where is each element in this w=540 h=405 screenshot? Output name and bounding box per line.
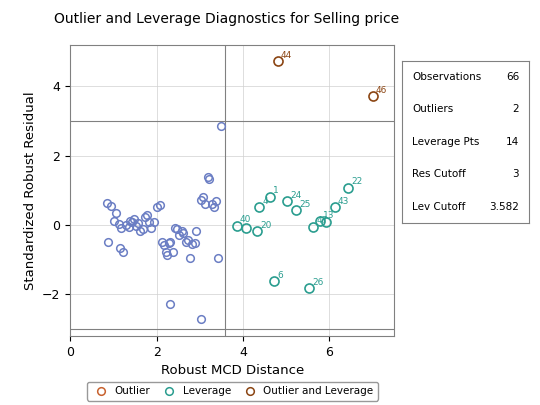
Text: 47: 47 bbox=[316, 216, 328, 226]
Text: 66: 66 bbox=[506, 72, 519, 82]
Text: Lev Cutoff: Lev Cutoff bbox=[413, 202, 466, 211]
Text: Leverage Pts: Leverage Pts bbox=[413, 137, 480, 147]
Legend: Outlier, Leverage, Outlier and Leverage: Outlier, Leverage, Outlier and Leverage bbox=[87, 382, 377, 401]
Text: 43: 43 bbox=[338, 196, 349, 206]
Text: 24: 24 bbox=[291, 191, 302, 200]
Text: 4: 4 bbox=[263, 196, 268, 206]
Text: 20: 20 bbox=[260, 221, 272, 230]
Text: 2: 2 bbox=[512, 104, 519, 114]
Text: 14: 14 bbox=[506, 137, 519, 147]
Y-axis label: Standardized Robust Residual: Standardized Robust Residual bbox=[24, 91, 37, 290]
Text: 13: 13 bbox=[323, 211, 335, 220]
Text: 6: 6 bbox=[278, 271, 284, 280]
Text: Observations: Observations bbox=[413, 72, 482, 82]
Text: Res Cutoff: Res Cutoff bbox=[413, 169, 466, 179]
Text: 22: 22 bbox=[351, 177, 362, 186]
Text: Outlier and Leverage Diagnostics for Selling price: Outlier and Leverage Diagnostics for Sel… bbox=[54, 12, 400, 26]
Text: 25: 25 bbox=[299, 200, 310, 209]
Text: 46: 46 bbox=[376, 85, 387, 94]
Text: 26: 26 bbox=[312, 278, 323, 287]
Text: Outliers: Outliers bbox=[413, 104, 454, 114]
Text: 44: 44 bbox=[281, 51, 292, 60]
Text: 3.582: 3.582 bbox=[489, 202, 519, 211]
Text: 3: 3 bbox=[512, 169, 519, 179]
Text: 1: 1 bbox=[273, 186, 279, 195]
X-axis label: Robust MCD Distance: Robust MCD Distance bbox=[160, 364, 304, 377]
Text: 40: 40 bbox=[240, 215, 251, 224]
